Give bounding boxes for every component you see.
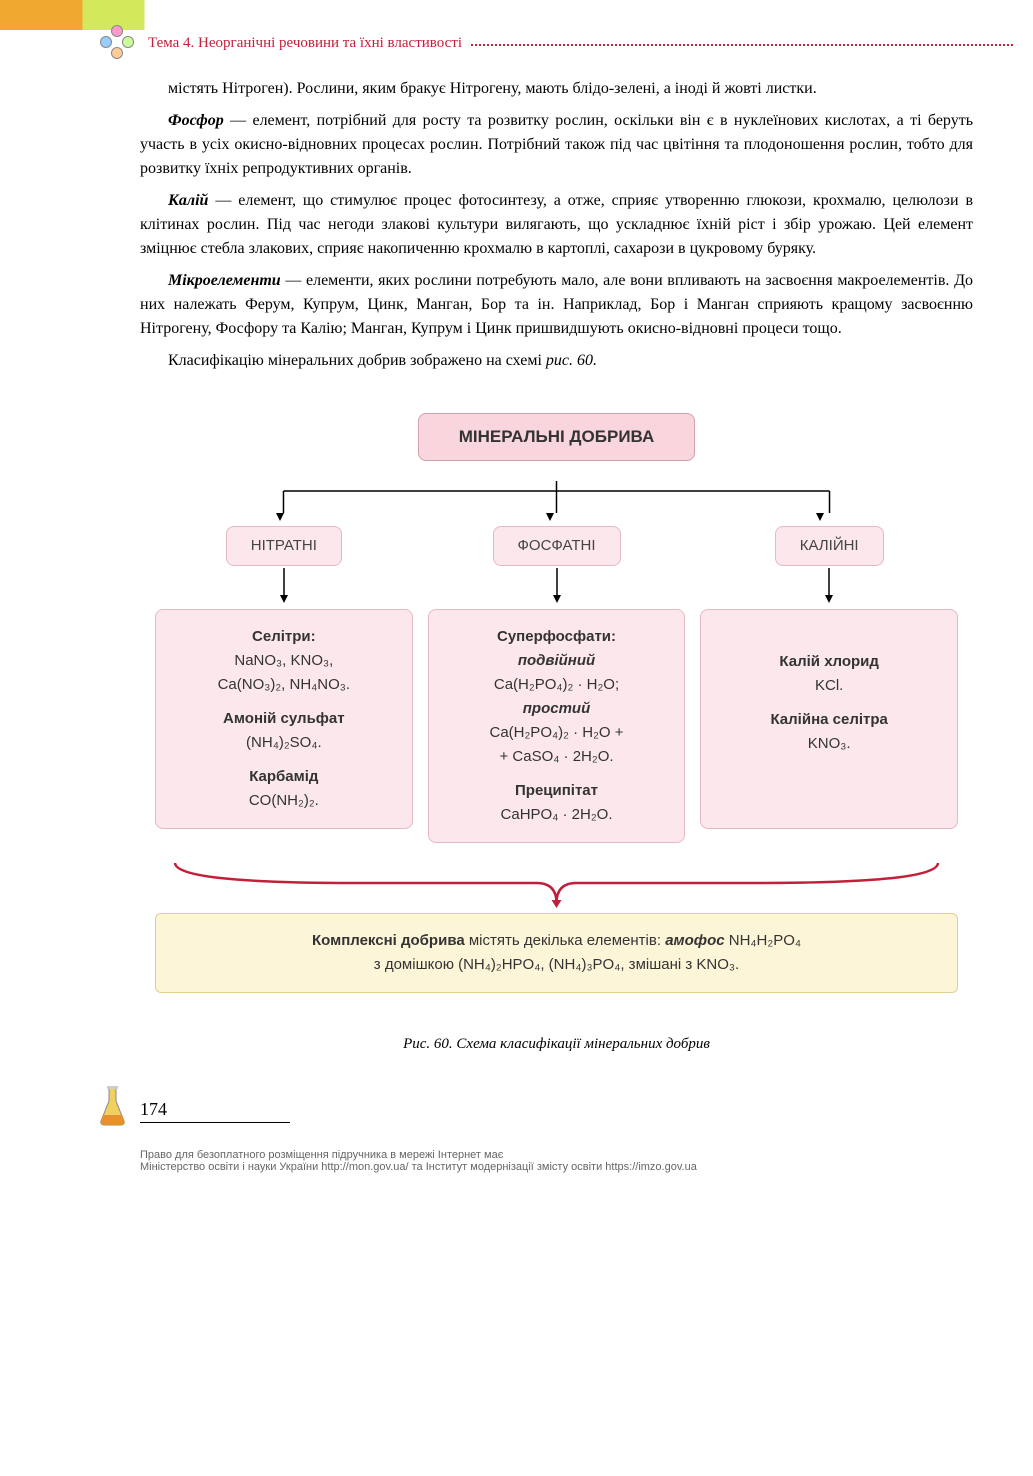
- figure-ref: рис. 60.: [546, 352, 597, 369]
- paragraph: Мікроелементи — елементи, яких рослини п…: [140, 269, 973, 341]
- subtitle: Преципітат: [447, 779, 667, 803]
- brace: [155, 858, 958, 908]
- formula: Ca(H₂PO₄)₂ · H₂O +: [447, 721, 667, 745]
- bold-text: Комплексні добрива: [312, 932, 465, 949]
- formula: CO(NH₂)₂.: [174, 789, 394, 813]
- text: — елемент, що стимулює процес фотосинтез…: [140, 192, 973, 257]
- formula: KNO₃.: [719, 732, 939, 756]
- figure-caption: Рис. 60. Схема класифікації мінеральних …: [140, 1033, 973, 1056]
- formula: CaHPO₄ · 2H₂O.: [447, 803, 667, 827]
- category-row: НІТРАТНІ Селітри: NaNO₃, KNO₃, Ca(NO₃)₂,…: [155, 526, 958, 843]
- variant: простий: [447, 697, 667, 721]
- body-text: містять Нітроген). Рослини, яким бракує …: [0, 57, 1033, 1083]
- arrow-icon: [547, 568, 567, 606]
- formula: (NH₄)₂SO₄.: [174, 731, 394, 755]
- column-potassium: КАЛІЙНІ Калій хлорид KCl. Калійна селітр…: [700, 526, 958, 843]
- subtitle: Калійна селітра: [719, 708, 939, 732]
- footer-line: Міністерство освіти і науки України http…: [140, 1161, 973, 1173]
- chapter-header: Тема 4. Неорганічні речовини та їхні вла…: [0, 30, 1033, 57]
- category-label: ФОСФАТНІ: [493, 526, 621, 567]
- paragraph: Класифікацію мінеральних добрив зображен…: [140, 349, 973, 373]
- subtitle: Калій хлорид: [719, 650, 939, 674]
- split-arrows: [155, 481, 958, 521]
- top-color-bar: [0, 0, 1033, 30]
- term: Фосфор: [168, 112, 224, 129]
- subtitle: Амоній сульфат: [174, 707, 394, 731]
- detail-box: Суперфосфати: подвійний Ca(H₂PO₄)₂ · H₂O…: [428, 609, 686, 843]
- formula: NaNO₃, KNO₃,: [174, 649, 394, 673]
- formula: з домішкою (NH₄)₂HPO₄, (NH₄)₃PO₄, змішан…: [374, 956, 739, 973]
- formula: + CaSO₄ · 2H₂O.: [447, 745, 667, 769]
- footer: Право для безоплатного розміщення підруч…: [140, 1149, 973, 1173]
- footer-line: Право для безоплатного розміщення підруч…: [140, 1149, 973, 1161]
- category-label: КАЛІЙНІ: [775, 526, 884, 567]
- formula: Ca(H₂PO₄)₂ · H₂O;: [447, 673, 667, 697]
- detail-box: Калій хлорид KCl. Калійна селітра KNO₃.: [700, 609, 958, 829]
- caption-text: Схема класифікації мінеральних добрив: [453, 1036, 710, 1052]
- detail-box: Селітри: NaNO₃, KNO₃, Ca(NO₃)₂, NH₄NO₃. …: [155, 609, 413, 829]
- variant: подвійний: [447, 649, 667, 673]
- column-phosphate: ФОСФАТНІ Суперфосфати: подвійний Ca(H₂PO…: [428, 526, 686, 843]
- text: Класифікацію мінеральних добрив зображен…: [168, 352, 546, 369]
- arrow-icon: [819, 568, 839, 606]
- term: Калій: [168, 192, 208, 209]
- subtitle: Карбамід: [174, 765, 394, 789]
- flask-icon: [95, 1083, 130, 1128]
- category-label: НІТРАТНІ: [226, 526, 342, 567]
- subtitle: Суперфосфати:: [447, 625, 667, 649]
- bold-text: амофос: [665, 932, 724, 949]
- formula: NH₄H₂PO₄: [725, 932, 801, 949]
- subtitle: Селітри:: [174, 625, 394, 649]
- text: містять декілька елементів:: [465, 932, 666, 949]
- column-nitrate: НІТРАТНІ Селітри: NaNO₃, KNO₃, Ca(NO₃)₂,…: [155, 526, 413, 843]
- figure-number: Рис. 60.: [403, 1036, 453, 1052]
- text: — елемент, потрібний для росту та розвит…: [140, 112, 973, 177]
- formula: KCl.: [719, 674, 939, 698]
- term: Мікроелементи: [168, 272, 281, 289]
- arrow-icon: [155, 481, 958, 524]
- classification-diagram: МІНЕРАЛЬНІ ДОБРИВА НІТРАТНІ Селітри:: [140, 398, 973, 1008]
- paragraph: Калій — елемент, що стимулює процес фото…: [140, 189, 973, 261]
- arrow-icon: [274, 568, 294, 606]
- page-number: 174: [140, 1099, 290, 1123]
- formula: Ca(NO₃)₂, NH₄NO₃.: [174, 673, 394, 697]
- complex-fertilizers-box: Комплексні добрива містять декілька елем…: [155, 913, 958, 993]
- paragraph: містять Нітроген). Рослини, яким бракує …: [140, 77, 973, 101]
- paragraph: Фосфор — елемент, потрібний для росту та…: [140, 109, 973, 181]
- chapter-title: Тема 4. Неорганічні речовини та їхні вла…: [140, 35, 470, 51]
- diagram-title: МІНЕРАЛЬНІ ДОБРИВА: [418, 413, 696, 461]
